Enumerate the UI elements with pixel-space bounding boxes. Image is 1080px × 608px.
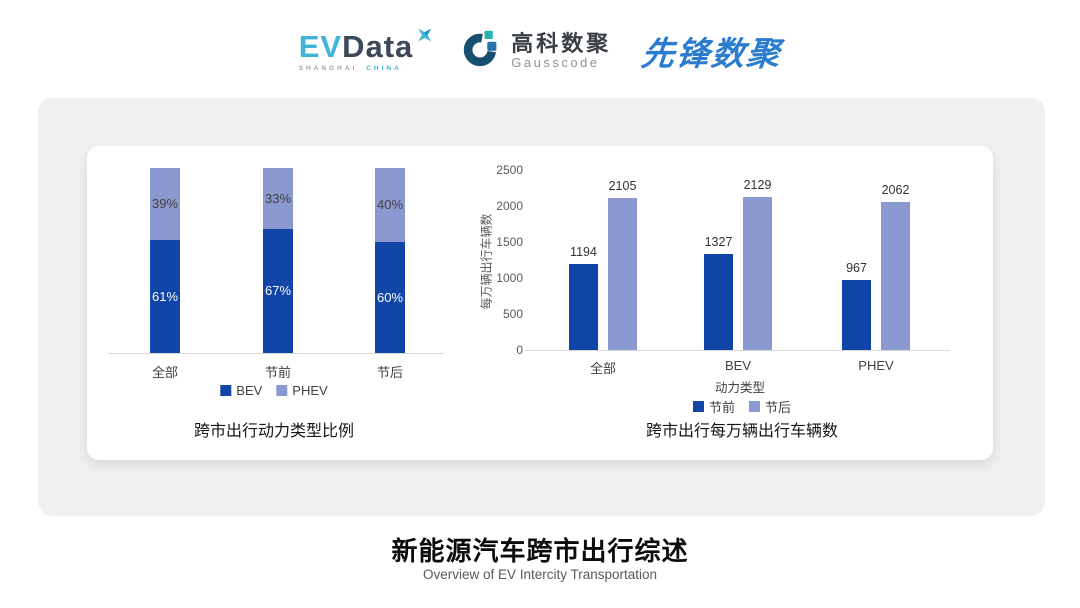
category-label: 节前 [264,365,291,380]
charts-panel: 61% 39% 全部 67% 33% 节前 60% 40% 节后 BEV PHEV 0 500 1000… [87,146,993,460]
bar-value-label: 1327 [704,235,733,250]
post-holiday-bar [881,201,910,350]
bar-percent-label: 39% [151,196,179,212]
legend-swatch-bev [220,385,232,396]
stacked-bar-chart: 61% 39% 全部 67% 33% 节前 60% 40% 节后 BEV PHEV [87,146,993,460]
category-label: BEV [724,358,751,373]
phev-bar-segment [150,168,180,241]
chart-legend: 节前 节后 [692,397,791,416]
gausscode-en-name: Gausscode [511,55,600,71]
legend-swatch-pre-holiday [692,401,704,412]
bar-value-label: 2105 [608,179,637,194]
x-axis-line [108,353,444,354]
post-holiday-bar [608,198,637,350]
category-label: 节后 [376,365,403,380]
report-subtitle: Overview of EV Intercity Transportation [422,567,658,582]
x-axis-line [525,350,950,351]
pre-holiday-bar [569,264,598,350]
report-title: 新能源汽车跨市出行综述 [391,536,689,566]
y-tick-label: 1000 [496,271,523,285]
category-label: PHEV [858,358,894,373]
bar-value-label: 1194 [570,245,597,260]
evdata-wordmark: EV Data [298,28,432,64]
xianfeng-logo: 先锋数聚 [639,35,783,72]
legend-label: 节前 [708,400,735,415]
header-logos: EV Data SHANGHAI CHINA [298,13,783,80]
bar-percent-label: 33% [264,190,292,206]
bar-value-label: 2129 [743,177,772,192]
gausscode-cn-name: 高科数聚 [511,31,612,57]
category-label: 全部 [589,361,616,376]
legend-label: PHEV [292,383,328,398]
evdata-subtext: SHANGHAI CHINA [299,65,402,72]
y-tick-label: 0 [516,343,523,357]
bar-value-label: 967 [846,261,867,276]
gausscode-g-icon [461,13,517,75]
bev-bar-segment [375,242,405,353]
evdata-sub-left: SHANGHAI [298,64,358,72]
grouped-bar-chart: 0 500 1000 1500 2000 2500 每万辆出行车辆数 1194 2105 全部 13… [87,146,993,460]
legend-item-pre-holiday: 节前 [692,397,735,416]
gausscode-text: 高科数聚 Gausscode [511,32,611,70]
phev-bar-segment [375,168,405,242]
bev-bar-segment [263,229,293,353]
evdata-data-text: Data [342,28,414,64]
bev-bar-segment [150,240,180,353]
evdata-ev-text: EV [298,28,343,64]
right-chart-title: 跨市出行每万辆出行车辆数 [645,423,839,440]
post-holiday-bar [743,196,772,350]
bar-percent-label: 61% [151,288,179,304]
y-tick-label: 1500 [496,235,523,249]
left-chart-title: 跨市出行动力类型比例 [193,423,355,440]
legend-item-phev: PHEV [276,383,328,398]
evdata-sub-right: CHINA [366,64,402,72]
y-axis-title: 每万辆出行车辆数 [479,213,494,310]
y-tick-label: 500 [502,307,523,321]
sparkle-icon [415,26,433,48]
report-card: 61% 39% 全部 67% 33% 节前 60% 40% 节后 BEV PHEV 0 500 1000… [38,98,1045,516]
legend-item-post-holiday: 节后 [749,397,791,416]
bar-percent-label: 40% [376,197,404,212]
legend-swatch-post-holiday [749,401,760,412]
pre-holiday-bar [704,254,733,350]
y-tick-label: 2500 [496,163,523,177]
x-axis-title: 动力类型 [714,381,765,395]
legend-label: 节后 [765,400,792,415]
evdata-logo: EV Data SHANGHAI CHINA [298,28,432,72]
bar-percent-label: 60% [376,289,404,305]
legend-swatch-phev [276,385,288,396]
bar-percent-label: 67% [264,283,292,299]
chart-legend: BEV PHEV [220,383,328,398]
y-tick-label: 2000 [496,199,523,213]
bar-value-label: 2062 [881,182,910,197]
category-label: 全部 [151,365,178,380]
gausscode-logo: 高科数聚 Gausscode [461,13,611,75]
legend-label: BEV [236,383,263,398]
pre-holiday-bar [842,280,871,350]
phev-bar-segment [263,168,293,230]
legend-item-bev: BEV [220,383,262,398]
